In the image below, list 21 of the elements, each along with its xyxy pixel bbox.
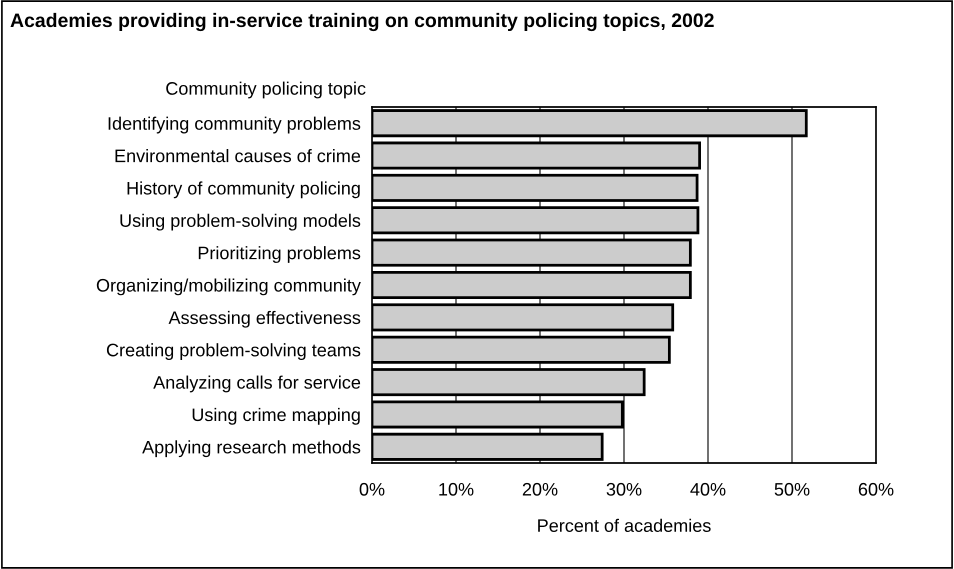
y-tick-label: Using crime mapping <box>192 408 360 425</box>
y-tick-label: Organizing/mobilizing community <box>96 278 361 296</box>
y-tick-label: Assessing effectiveness <box>168 310 360 328</box>
y-tick-label: Applying research methods <box>142 440 360 458</box>
y-tick-label: Prioritizing problems <box>198 246 360 263</box>
y-tick-label: Using problem-solving models <box>120 214 360 231</box>
y-tick-label: Analyzing calls for service <box>153 376 360 392</box>
x-tick-label: 0% <box>360 482 384 496</box>
x-tick-label: 40% <box>690 482 726 496</box>
x-axis-title: Percent of academies <box>538 518 711 532</box>
x-tick-label: 20% <box>522 482 558 496</box>
x-tick-label: 30% <box>606 482 642 496</box>
x-tick-label: 10% <box>439 482 474 496</box>
y-axis-title: Community policing topic <box>166 82 366 98</box>
y-tick-label: Identifying community problems <box>108 116 360 134</box>
x-tick-label: 60% <box>858 482 894 496</box>
chart-title: Academies providing in-service training on community policing topics, 2002 <box>10 12 714 32</box>
y-tick-label: History of community policing <box>128 181 360 198</box>
x-tick-label: 50% <box>774 482 810 496</box>
y-tick-label: Environmental causes of crime <box>116 149 360 162</box>
y-tick-label: Creating problem-solving teams <box>106 343 360 360</box>
